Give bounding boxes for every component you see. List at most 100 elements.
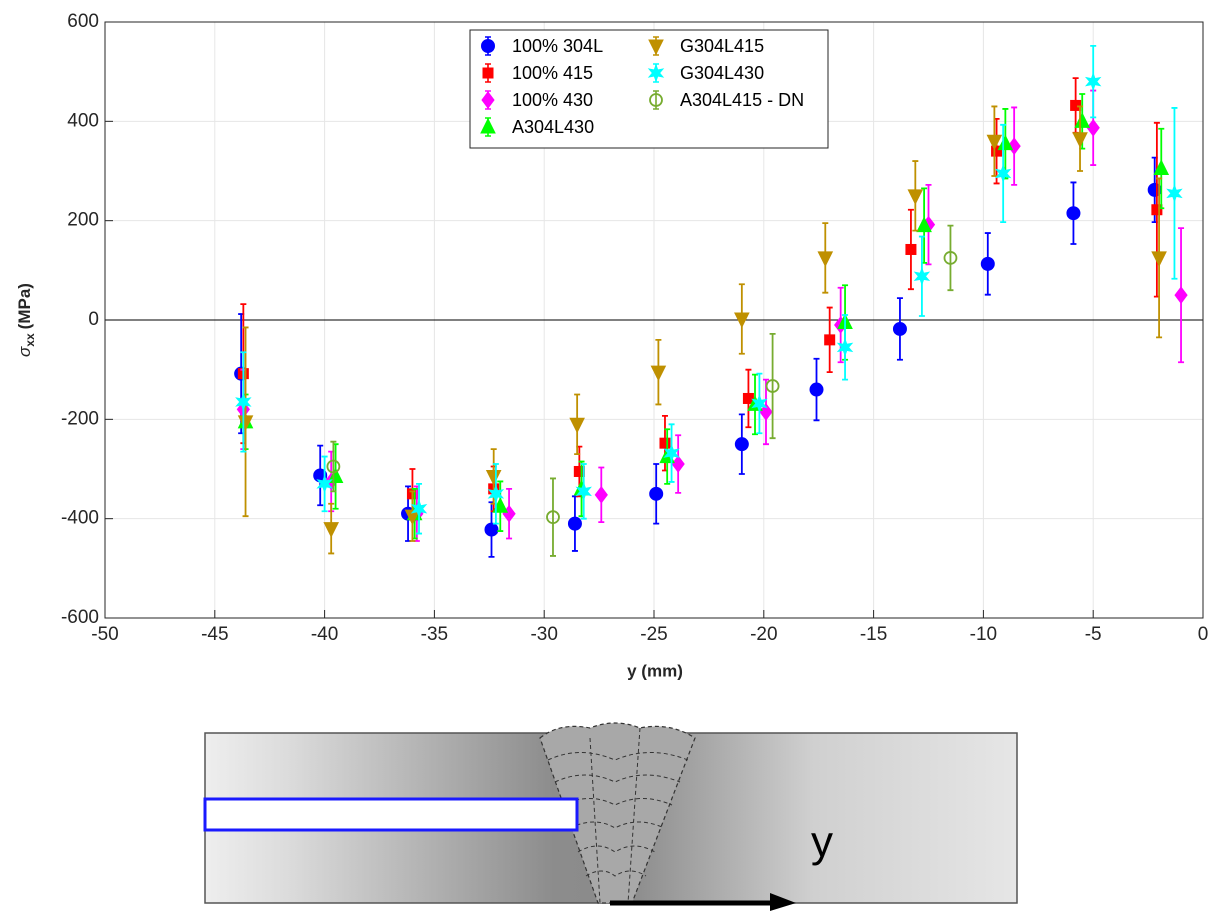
marker xyxy=(836,337,854,357)
y-label-subscript: xx xyxy=(23,333,37,347)
y-tick-label: 600 xyxy=(67,11,99,32)
x-tick-label: -10 xyxy=(970,624,997,645)
legend-marker xyxy=(481,91,495,109)
y-tick-label: 400 xyxy=(67,110,99,131)
weld-diagram: y xyxy=(203,722,1018,911)
marker xyxy=(659,437,671,449)
marker xyxy=(1072,132,1088,148)
x-tick-label: -30 xyxy=(530,624,557,645)
y-label-symbol: σ xyxy=(15,346,34,357)
marker xyxy=(1151,251,1167,268)
legend-label: G304L430 xyxy=(680,63,764,83)
marker xyxy=(316,474,333,494)
y-tick-label: 200 xyxy=(67,210,99,231)
marker xyxy=(1084,72,1102,92)
marker xyxy=(759,403,773,421)
marker xyxy=(980,256,995,271)
plot-frame xyxy=(104,21,1204,619)
marker xyxy=(907,189,924,205)
weld-passes xyxy=(547,727,689,904)
plot-area: -50 -45 -40 -35 -30 -25 -20 -15 -10 -5 0-600-400-2… xyxy=(61,11,1208,645)
legend-label: 100% 304L xyxy=(512,36,603,56)
marker xyxy=(649,486,664,501)
marker xyxy=(892,321,907,336)
legend-marker xyxy=(482,67,494,79)
marker xyxy=(650,365,667,382)
marker xyxy=(765,379,780,393)
marker xyxy=(824,334,836,346)
legend: 100% 304L 100% 415 100% 430 A304L430 G304L41… xyxy=(469,29,829,149)
measurement-region xyxy=(203,797,579,832)
x-axis-label: y (mm) xyxy=(627,661,683,680)
marker xyxy=(671,455,685,473)
legend-marker xyxy=(481,39,495,53)
y-label-unit: (MPa) xyxy=(15,283,34,329)
legend-box xyxy=(469,29,829,149)
marker xyxy=(751,393,768,413)
marker xyxy=(484,522,499,537)
error-bar xyxy=(947,224,954,292)
marker xyxy=(487,484,505,504)
legend-marker xyxy=(647,63,665,83)
marker xyxy=(663,443,680,463)
x-tick-label: -50 xyxy=(91,624,118,645)
legend-marker xyxy=(649,93,663,107)
marker xyxy=(546,510,560,525)
marker xyxy=(567,516,582,531)
x-tick-label: -35 xyxy=(421,624,448,645)
marker xyxy=(1070,99,1082,111)
marker xyxy=(1086,118,1100,137)
marker xyxy=(916,216,932,233)
x-tick-label: -45 xyxy=(201,624,228,645)
marker xyxy=(986,134,1003,151)
marker xyxy=(905,243,917,255)
marker xyxy=(569,417,585,434)
error-bar xyxy=(330,440,337,493)
series xyxy=(235,44,1183,535)
marker xyxy=(1174,286,1188,304)
marker xyxy=(997,134,1014,151)
legend-label: A304L415 - DN xyxy=(680,90,804,110)
y-tick-label: -600 xyxy=(61,607,99,628)
x-tick-label: -40 xyxy=(311,624,338,645)
legend-marker xyxy=(648,39,664,56)
series xyxy=(326,224,958,557)
marker xyxy=(326,459,341,474)
y-arrow-head xyxy=(770,893,796,911)
diagram-axis-label: y xyxy=(811,818,833,867)
series xyxy=(237,105,1167,555)
marker xyxy=(1166,183,1183,203)
marker xyxy=(1153,159,1170,176)
marker xyxy=(742,392,754,404)
legend-label: 100% 430 xyxy=(512,90,593,110)
marker xyxy=(913,266,931,286)
marker xyxy=(485,469,502,486)
x-tick-label: -15 xyxy=(860,624,887,645)
x-tick-label: -5 xyxy=(1085,624,1102,645)
x-tick-label: -20 xyxy=(750,624,777,645)
marker xyxy=(809,382,824,397)
error-bar xyxy=(549,477,556,557)
marker xyxy=(734,312,750,329)
marker xyxy=(734,437,749,452)
marker xyxy=(1074,112,1091,128)
marker xyxy=(991,145,1003,157)
x-tick-label: 0 xyxy=(1198,624,1209,645)
marker xyxy=(943,251,958,265)
marker xyxy=(575,481,592,501)
legend-marker xyxy=(480,117,496,134)
y-axis-label: σxx (MPa) xyxy=(15,283,37,357)
weld-bead xyxy=(539,722,696,904)
marker xyxy=(327,467,344,483)
legend-label: 100% 415 xyxy=(512,63,593,83)
marker xyxy=(1151,204,1163,216)
marker xyxy=(410,499,428,519)
marker xyxy=(323,522,339,538)
marker xyxy=(404,509,421,526)
marker xyxy=(1066,206,1081,221)
marker xyxy=(237,415,254,431)
marker xyxy=(817,251,834,268)
y-tick-label: -200 xyxy=(61,408,99,429)
marker xyxy=(994,163,1012,183)
